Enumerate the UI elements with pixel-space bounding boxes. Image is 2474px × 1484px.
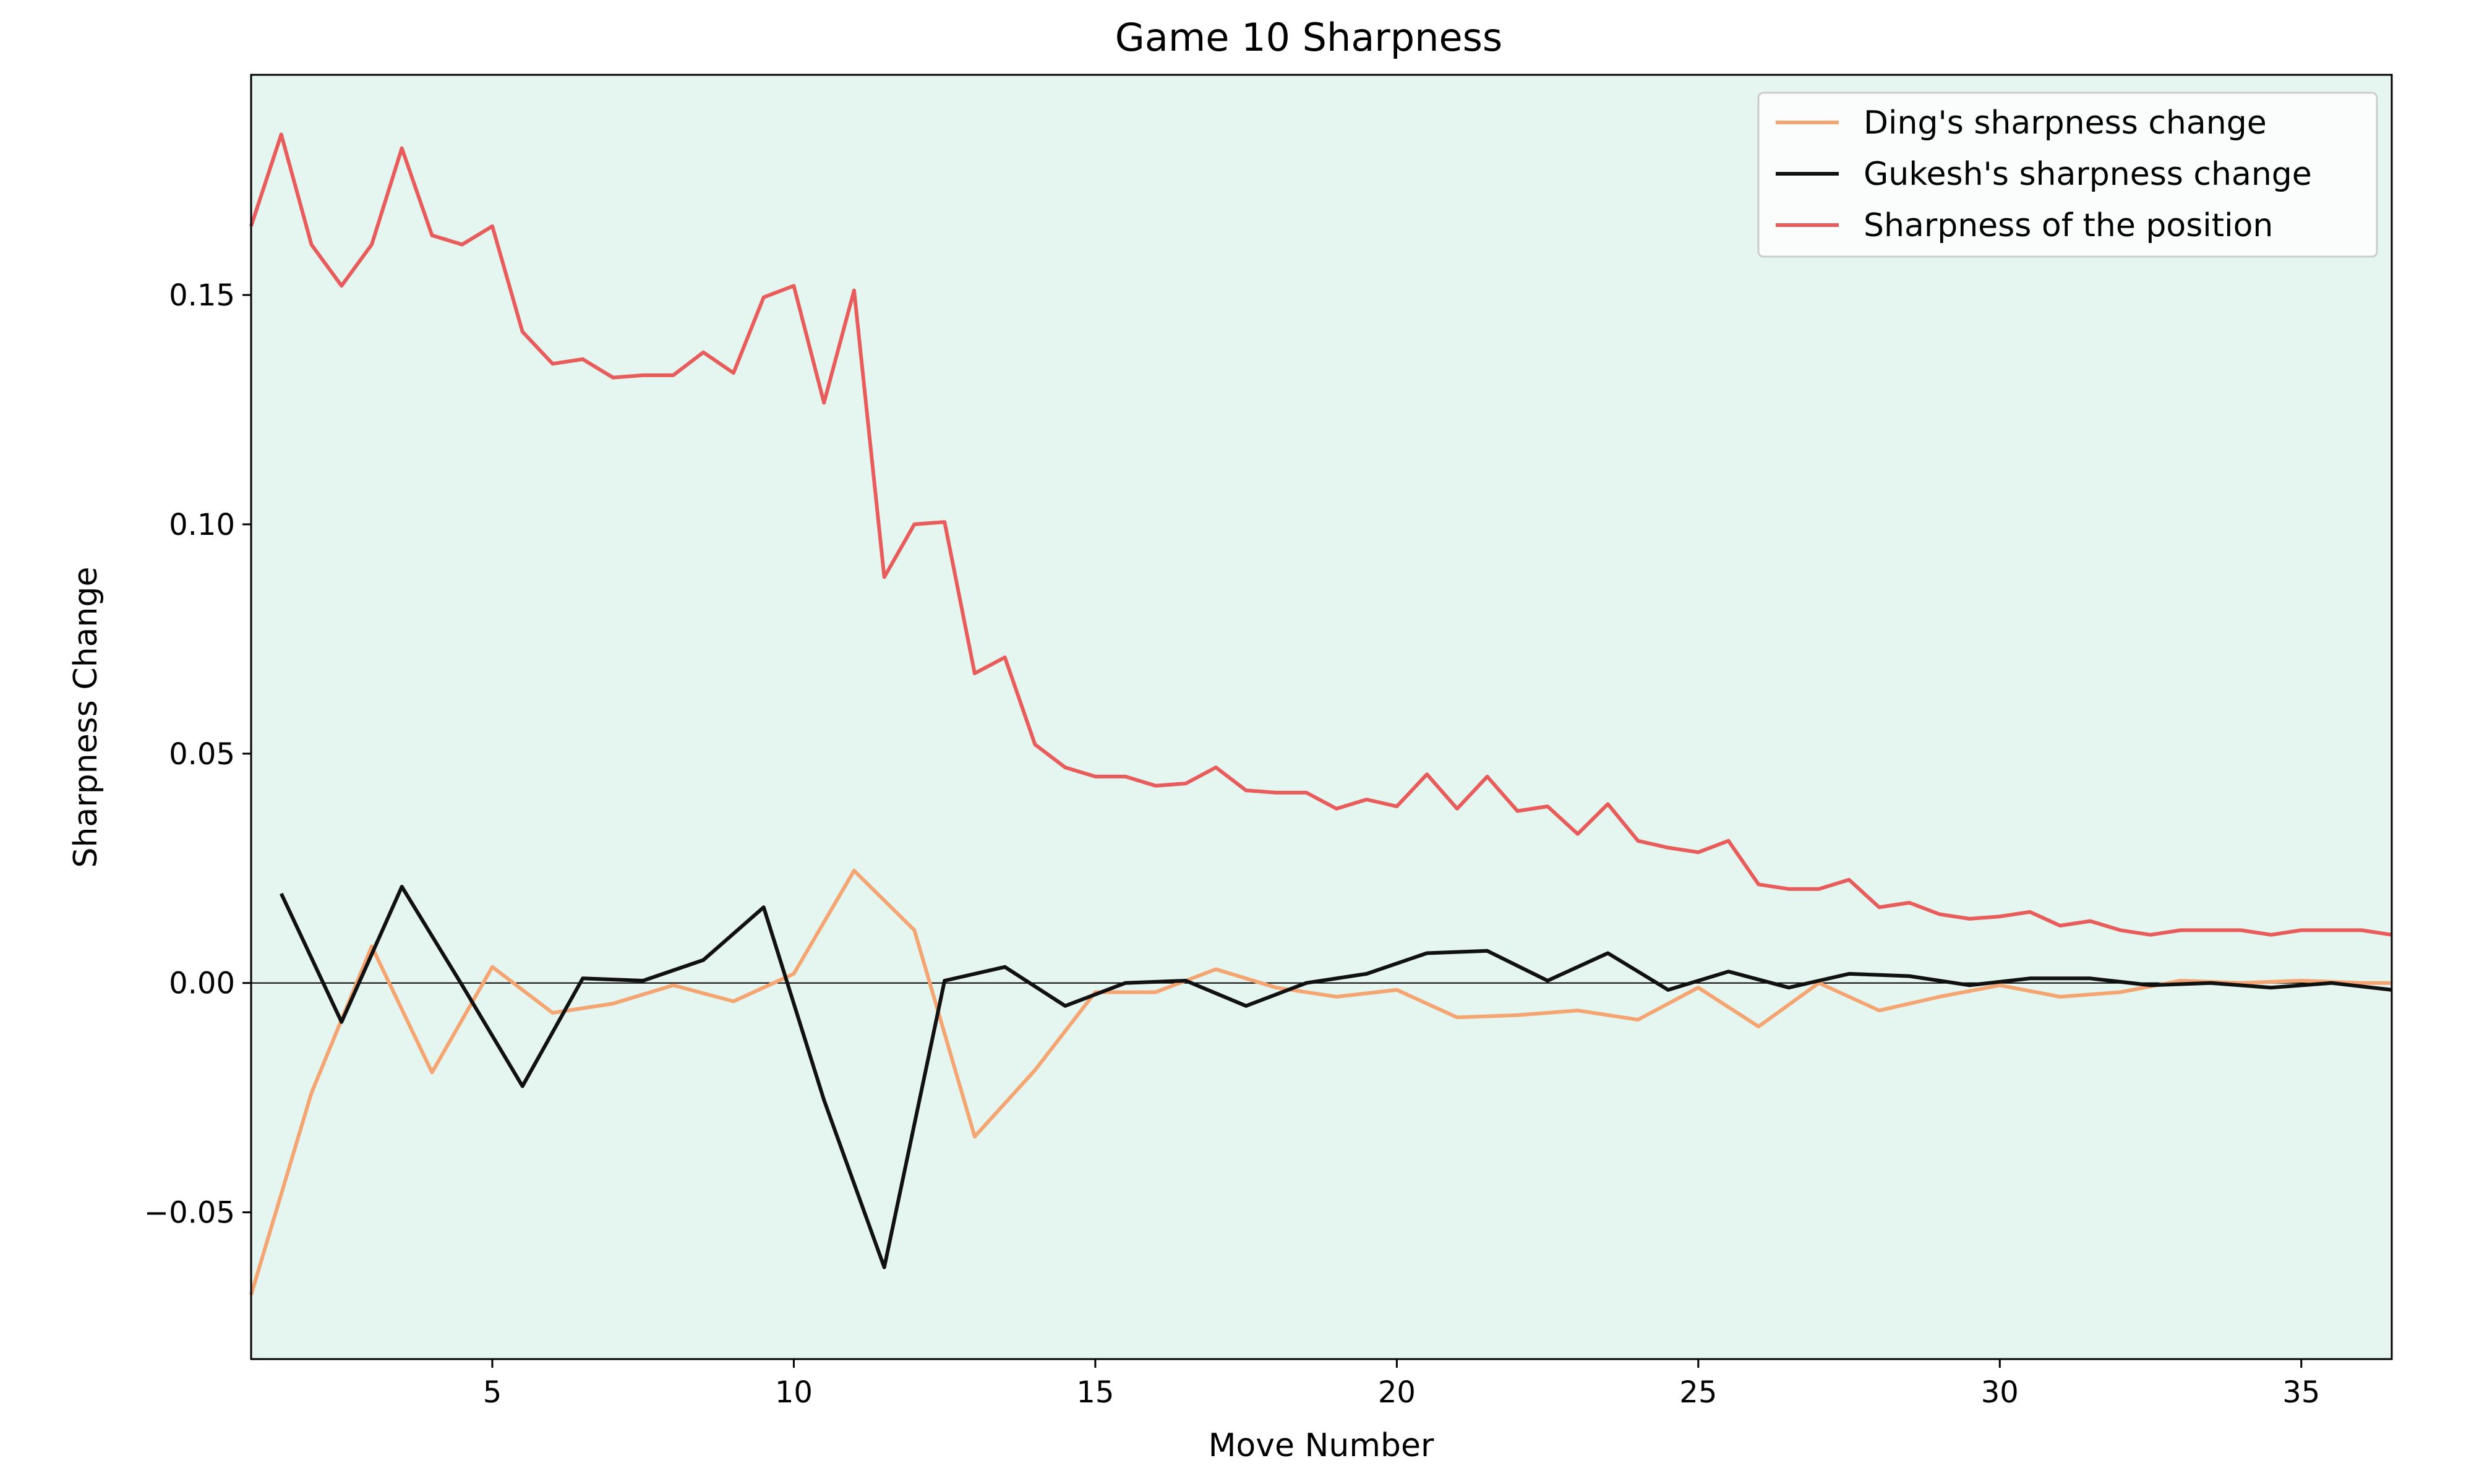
y-tick-label: −0.05: [144, 1196, 235, 1230]
x-tick-label: 5: [483, 1375, 502, 1410]
y-tick-label: 0.10: [169, 508, 235, 542]
legend-label-1: Gukesh's sharpness change: [1864, 156, 2312, 193]
y-tick-label: 0.00: [169, 966, 235, 1001]
x-tick-label: 10: [775, 1375, 813, 1410]
legend-label-0: Ding's sharpness change: [1864, 104, 2267, 142]
x-axis-label: Move Number: [1209, 1427, 1434, 1464]
y-tick-label: 0.15: [169, 278, 235, 313]
x-tick-label: 35: [2282, 1375, 2320, 1410]
x-tick-label: 15: [1076, 1375, 1114, 1410]
plot-frame: [250, 74, 2393, 1360]
x-tick-label: 30: [1981, 1375, 2019, 1410]
x-tick-label: 25: [1679, 1375, 1717, 1410]
series-line-2: [249, 132, 2392, 937]
series-line-0: [249, 869, 2392, 1295]
y-axis-label: Sharpness Change: [67, 567, 105, 868]
series-line-1: [279, 885, 2392, 1269]
x-tick-label: 20: [1378, 1375, 1416, 1410]
legend-box: [1757, 92, 2378, 258]
chart-title: Game 10 Sharpness: [1115, 15, 1502, 60]
legend-label-2: Sharpness of the position: [1864, 207, 2273, 244]
legend: Ding's sharpness change Gukesh's sharpnes…: [1757, 92, 2378, 258]
y-tick-label: 0.05: [169, 737, 235, 772]
plot-area: [251, 75, 2392, 1359]
